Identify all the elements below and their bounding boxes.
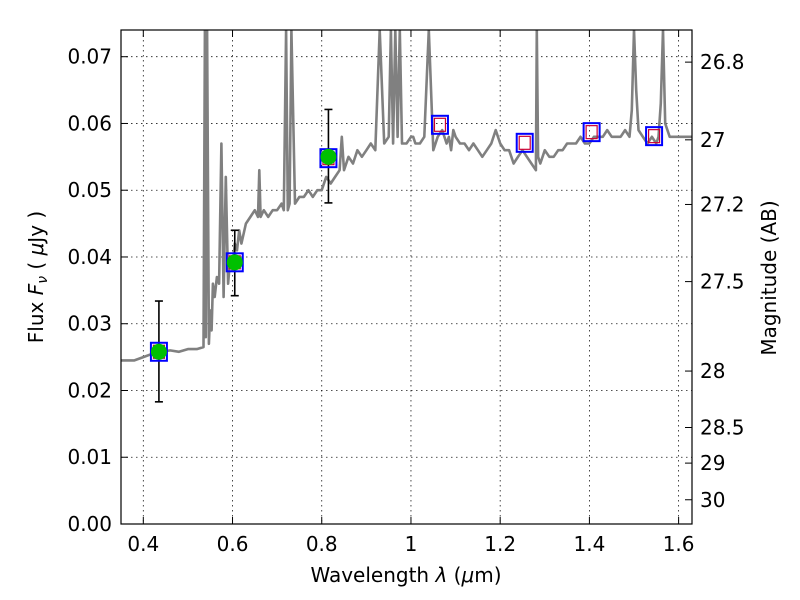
x-tick-label: 0.8 (306, 532, 338, 556)
y-tick-label: 0.02 (67, 378, 112, 402)
grid-lines (121, 30, 692, 525)
y2-tick-label: 28.5 (700, 416, 745, 440)
x-tick-label: 0.4 (127, 532, 159, 556)
y2-tick-label: 29 (700, 451, 725, 475)
x-tick-label: 1.2 (484, 532, 516, 556)
x-axis-label: Wavelength λ (μm) (310, 563, 501, 587)
y-tick-label: 0.05 (67, 178, 112, 202)
observed-photometry-point (320, 148, 337, 165)
y2-tick-label: 26.8 (700, 50, 745, 74)
y2-tick-label: 27.2 (700, 192, 745, 216)
model-photometry-point (645, 126, 664, 147)
y-tick-label: 0.06 (67, 111, 112, 135)
x-tick-label: 1.6 (663, 532, 695, 556)
model-photometry-inner (433, 117, 447, 132)
y-axis-label: Flux Fν ( μJy ) (24, 211, 51, 343)
x-tick-label: 1.4 (573, 532, 605, 556)
y2-axis-label: Magnitude (AB) (757, 200, 781, 355)
observed-photometry-point (150, 343, 167, 360)
template-spectrum-line (121, 30, 692, 362)
tick-labels: 0.4 0.6 0.8 1 1.2 1.4 1.6 0.00 0.01 0.02 0.03 0.04 0… (67, 45, 744, 556)
plot-frame (120, 29, 693, 525)
model-photometry-inner (518, 135, 531, 150)
model-photometry-inner (647, 129, 661, 144)
model-photometry-point (582, 122, 601, 143)
model-photometry-point (430, 114, 449, 135)
observed-photometry-point (226, 254, 243, 271)
plot-series (121, 30, 692, 403)
model-photometry-point (515, 132, 534, 153)
y2-tick-label: 27 (700, 128, 725, 152)
y-tick-label: 0.01 (67, 445, 112, 469)
y-tick-label: 0.00 (67, 512, 112, 536)
axes (120, 29, 693, 525)
x-tick-label: 0.6 (217, 532, 249, 556)
y2-tick-label: 28 (700, 359, 725, 383)
y-tick-label: 0.04 (67, 245, 112, 269)
y2-tick-label: 30 (700, 488, 725, 512)
model-photometry-inner (585, 125, 598, 140)
x-tick-label: 1 (405, 532, 418, 556)
y-tick-label: 0.03 (67, 312, 112, 336)
y-tick-label: 0.07 (67, 45, 112, 69)
y2-tick-label: 27.5 (700, 270, 745, 294)
